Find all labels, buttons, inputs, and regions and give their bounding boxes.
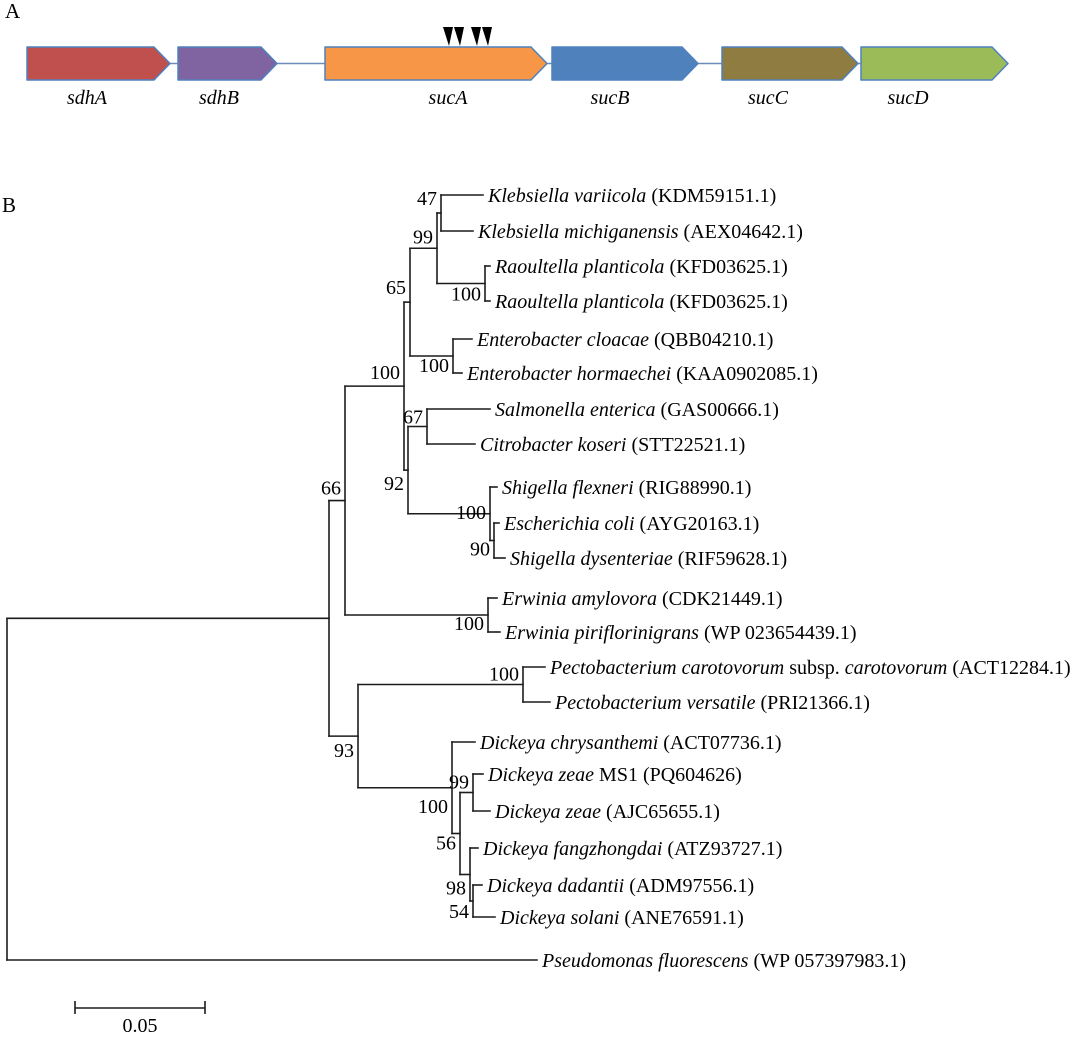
taxon-label: Pectobacterium carotovorum subsp. caroto… [549,657,1071,679]
taxon-label: Dickeya chrysanthemi (ACT07736.1) [479,732,782,754]
phylogenetic-tree: Klebsiella variicola (KDM59151.1) Klebsie… [6,185,1071,972]
gene-arrow-sucB [551,46,699,81]
bootstrap-label: 100 [451,284,481,306]
panel-a-label: A [5,0,21,23]
taxon-label: Dickeya zeae (AJC65655.1) [494,801,720,823]
taxon-label: Dickeya zeae MS1 (PQ604626) [487,764,742,786]
gene-label-sdhB: sdhB [199,87,239,109]
panel-b-label: B [2,193,16,217]
bootstrap-label: 56 [436,833,456,855]
taxon-label: Raoultella planticola (KFD03625.1) [494,256,788,278]
bootstrap-label: 100 [418,796,448,818]
gene-arrow-sucD [860,46,1009,81]
bootstrap-label: 90 [470,539,490,561]
taxon-label: Raoultella planticola (KFD03625.1) [494,291,788,313]
bootstrap-label: 100 [456,502,486,524]
site-arrowhead-icon [443,27,453,46]
taxon-label: Klebsiella michiganensis (AEX04642.1) [477,221,803,243]
bootstrap-label: 47 [417,188,437,210]
bootstrap-label: 65 [386,277,406,299]
gene-label-sucD: sucD [887,87,929,109]
gene-label-sucC: sucC [748,87,789,109]
taxon-label: Shigella dysenteriae (RIF59628.1) [510,548,787,570]
taxon-label: Enterobacter cloacae (QBB04210.1) [476,329,773,351]
bootstrap-label: 98 [446,878,466,900]
site-arrowhead-icon [454,27,464,46]
bootstrap-label: 100 [370,362,400,384]
taxon-label: Erwinia piriflorinigrans (WP 023654439.1… [504,622,857,644]
taxon-label: Enterobacter hormaechei (KAA0902085.1) [466,363,818,385]
taxon-label: Escherichia coli (AYG20163.1) [503,513,759,535]
bootstrap-label: 100 [489,664,519,686]
taxon-label: Erwinia amylovora (CDK21449.1) [501,588,783,610]
bootstrap-label: 99 [449,772,469,794]
bootstrap-label: 66 [321,478,341,500]
gene-arrow-sucA [324,46,548,81]
bootstrap-label: 92 [384,473,404,495]
taxon-label: Pseudomonas fluorescens (WP 057397983.1) [541,950,906,972]
taxon-label: Salmonella enterica (GAS00666.1) [495,399,779,421]
scale-bar-label: 0.05 [123,1015,158,1037]
site-arrowhead-icon [471,27,481,46]
taxon-label: Pectobacterium versatile (PRI21366.1) [554,692,870,714]
gene-label-sucB: sucB [591,87,630,109]
bootstrap-label: 93 [334,740,354,762]
scale-bar: 0.05 [74,1001,206,1037]
taxon-label: Citrobacter koseri (STT22521.1) [480,434,745,456]
bootstrap-label: 67 [403,407,423,429]
gene-label-sucA: sucA [429,87,469,109]
taxon-label: Shigella flexneri (RIG88990.1) [502,477,751,499]
taxon-label: Dickeya solani (ANE76591.1) [499,907,744,929]
gene-label-sdhA: sdhA [67,87,108,109]
gene-arrow-sdhB [177,46,278,81]
taxon-label: Dickeya fangzhongdai (ATZ93727.1) [482,838,782,860]
gene-cluster-diagram: sdhA sdhB sucA sucB sucC sucD [26,27,1009,109]
bootstrap-label: 100 [419,355,449,377]
gene-arrow-sucC [721,46,859,81]
bootstrap-label: 99 [413,226,433,248]
site-arrowhead-icon [482,27,492,46]
bootstrap-label: 100 [454,613,484,635]
taxon-label: Klebsiella variicola (KDM59151.1) [487,185,776,207]
gene-arrow-sdhA [26,46,171,81]
bootstrap-label: 54 [449,901,469,923]
taxon-label: Dickeya dadantii (ADM97556.1) [486,875,754,897]
